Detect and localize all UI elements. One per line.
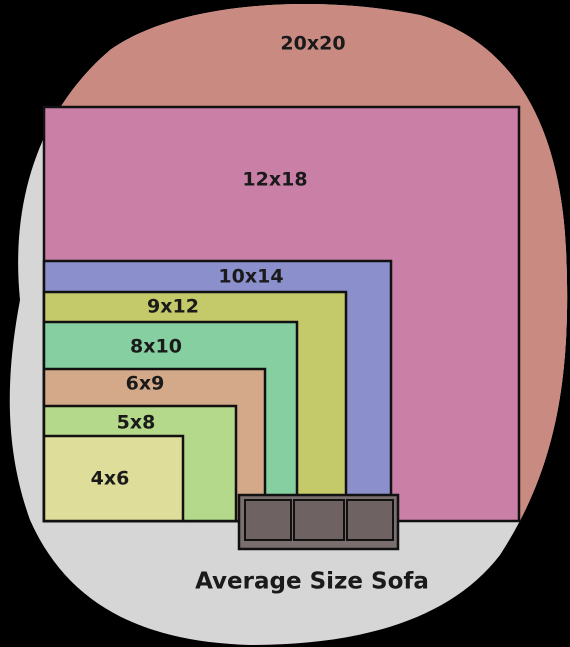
label: 8x10 [130, 336, 182, 358]
sofa-cushion [244, 499, 292, 541]
label: 12x18 [242, 169, 307, 191]
label: 9x12 [147, 296, 199, 318]
label: 4x6 [91, 468, 130, 490]
label: 5x8 [117, 412, 156, 434]
sofa-cushion [293, 499, 345, 541]
rug-4x6 [42, 434, 185, 523]
label: 6x9 [126, 373, 165, 395]
label: 20x20 [280, 33, 345, 55]
sofa [237, 493, 400, 551]
label: 10x14 [218, 266, 283, 288]
rug-20x20-right [519, 100, 568, 646]
sofa-cushion [346, 499, 394, 541]
caption: Average Size Sofa [195, 569, 429, 595]
